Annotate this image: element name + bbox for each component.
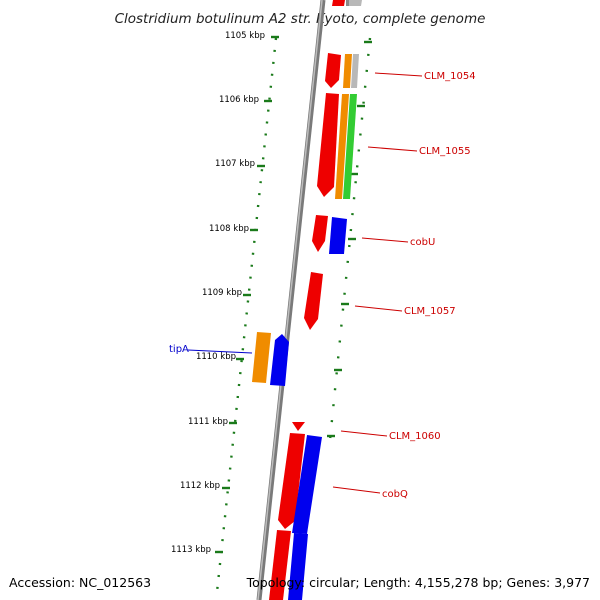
gene-feature-blue[interactable] [270,334,289,386]
gene-label-cobq[interactable]: cobQ [382,489,408,500]
gene-feature-blue[interactable] [329,217,347,254]
kbp-label: 1111 kbp [188,417,228,427]
label-leaders [187,72,423,494]
map-title: Clostridium botulinum A2 str. Kyoto, com… [115,11,486,27]
gene-feature-gray[interactable] [348,0,362,6]
topology-text: Topology: circular; Length: 4,155,278 bp… [246,575,590,590]
gene-feature-red[interactable] [325,53,341,88]
kbp-labels: 1105 kbp 1106 kbp 1107 kbp 1108 kbp 1109… [171,31,265,555]
gene-feature-red[interactable] [292,422,305,431]
kbp-label: 1109 kbp [202,288,242,298]
ruler-dotted-line [215,37,372,593]
gene-feature-red[interactable] [317,93,339,197]
kbp-label: 1113 kbp [171,545,211,555]
gene-feature-green[interactable] [343,94,357,199]
gene-feature-orange[interactable] [335,94,349,199]
gene-feature-red[interactable] [269,530,291,600]
gene-feature-blue[interactable] [292,435,322,534]
gene-feature-blue[interactable] [288,533,308,600]
kbp-label: 1105 kbp [225,31,265,41]
gene-feature-gray[interactable] [346,0,349,6]
gene-feature-gray[interactable] [351,54,359,88]
gene-label-clm-1060[interactable]: CLM_1060 [389,431,441,442]
gene-label-clm-1054[interactable]: CLM_1054 [424,71,476,82]
gene-features [252,0,362,600]
kbp-label: 1106 kbp [219,95,259,105]
gene-label-cobu[interactable]: cobU [410,237,435,248]
gene-feature-orange[interactable] [343,54,352,88]
gene-feature-red[interactable] [278,433,305,529]
gene-feature-orange[interactable] [252,332,271,383]
gene-label-tipa[interactable]: tipA [169,344,189,355]
kbp-label: 1108 kbp [209,224,249,234]
kbp-label: 1110 kbp [196,352,236,362]
gene-label-clm-1057[interactable]: CLM_1057 [404,306,456,317]
gene-label-clm-1055[interactable]: CLM_1055 [419,146,471,157]
gene-labels: CLM_1054 CLM_1055 cobU CLM_1057 tipA CLM… [169,71,476,500]
kbp-label: 1107 kbp [215,159,255,169]
gene-feature-red[interactable] [304,272,323,330]
kbp-label: 1112 kbp [180,481,220,491]
genome-backbone [256,0,326,600]
accession-text: Accession: NC_012563 [9,575,151,590]
gene-feature-red[interactable] [332,0,345,6]
gene-feature-red[interactable] [312,215,328,252]
